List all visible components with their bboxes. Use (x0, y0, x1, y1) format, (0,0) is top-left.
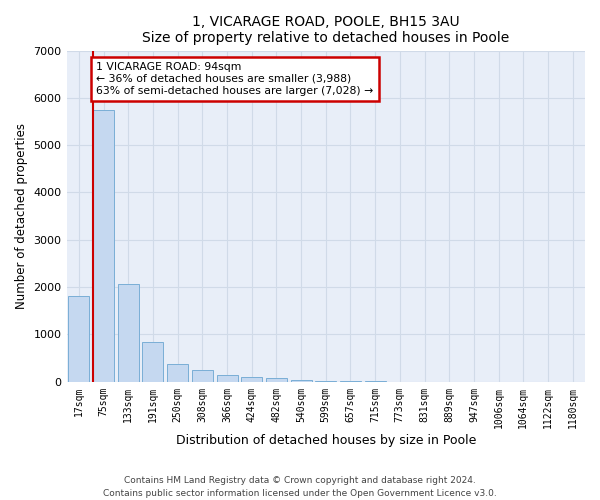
Text: 1 VICARAGE ROAD: 94sqm
← 36% of detached houses are smaller (3,988)
63% of semi-: 1 VICARAGE ROAD: 94sqm ← 36% of detached… (96, 62, 373, 96)
Y-axis label: Number of detached properties: Number of detached properties (15, 123, 28, 309)
Bar (68, 296, 89, 382)
Bar (93, 110, 114, 382)
Bar (266, 378, 287, 382)
Bar (118, 284, 139, 382)
Text: Contains HM Land Registry data © Crown copyright and database right 2024.
Contai: Contains HM Land Registry data © Crown c… (103, 476, 497, 498)
Bar (217, 374, 238, 382)
Bar (142, 342, 163, 382)
Bar (290, 380, 311, 382)
Bar (192, 370, 213, 382)
Title: 1, VICARAGE ROAD, POOLE, BH15 3AU
Size of property relative to detached houses i: 1, VICARAGE ROAD, POOLE, BH15 3AU Size o… (142, 15, 509, 45)
Bar (241, 378, 262, 382)
X-axis label: Distribution of detached houses by size in Poole: Distribution of detached houses by size … (176, 434, 476, 448)
Bar (167, 364, 188, 382)
